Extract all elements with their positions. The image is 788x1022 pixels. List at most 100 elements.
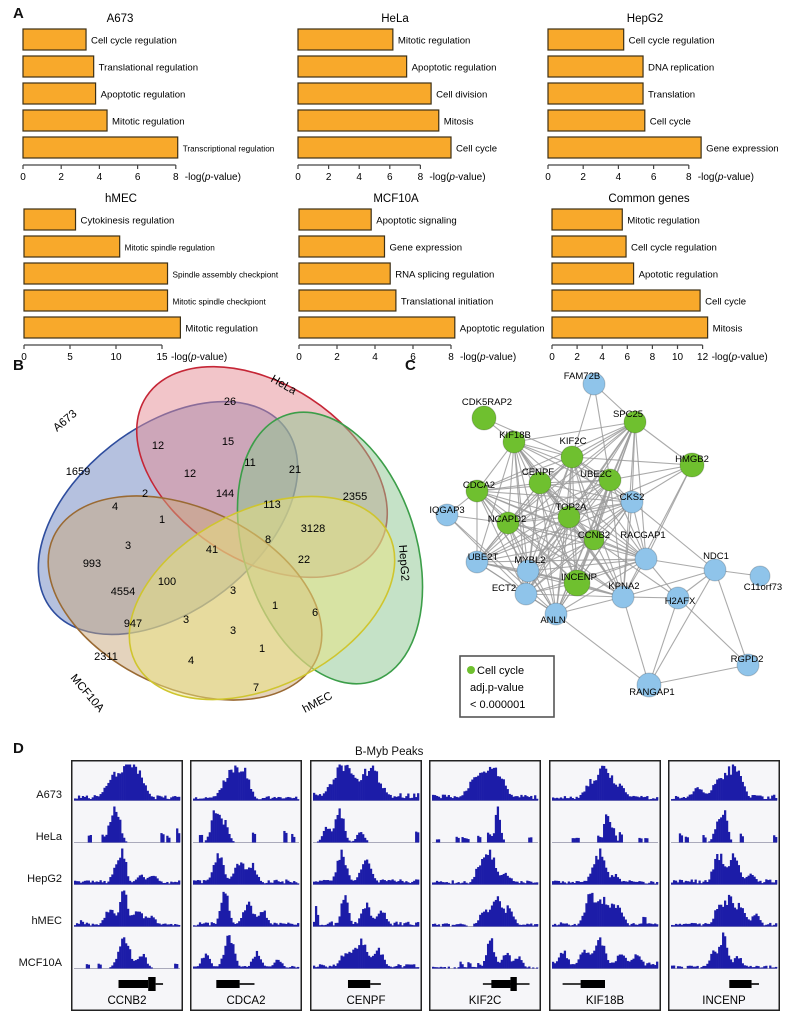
x-axis-label: -log(p-value): [460, 352, 516, 363]
network-node-c11orf73: [749, 565, 771, 587]
gene-track-box-kif18b: KIF18B: [548, 760, 661, 1011]
peak-profile: [671, 764, 778, 801]
bar: [297, 109, 440, 132]
gene-name-label: CENPF: [346, 995, 385, 1007]
network-node-label: TOP2A: [556, 502, 588, 513]
network-node-label: CDK5RAP2: [462, 397, 512, 408]
gene-body-bar: [729, 980, 752, 988]
panel-label-c: C: [405, 357, 416, 374]
bar: [22, 136, 179, 159]
gene-name-label: CCNB2: [108, 995, 147, 1007]
peak-profile: [551, 765, 658, 801]
peak-profile: [678, 810, 778, 843]
bar-label: Cell cycle: [705, 297, 746, 308]
network-node-cks2: [620, 490, 644, 514]
venn-count: 8: [265, 534, 271, 546]
venn-count: 1: [259, 643, 265, 655]
gene-name-label: INCENP: [702, 995, 746, 1007]
network-node-label: CDCA2: [463, 480, 495, 491]
peak-profile: [85, 937, 179, 969]
network-node-label: CCNB2: [578, 530, 610, 541]
bar: [297, 55, 408, 78]
bar-label: Apoptotic regulation: [101, 90, 186, 101]
peak-profile: [316, 808, 420, 843]
network-node-label: RGPD2: [731, 654, 764, 665]
bar-chart-hela: HeLa Mitotic regulation Apoptotic regulati…: [275, 8, 537, 184]
bar-label: Mitotic regulation: [398, 36, 471, 47]
network-node-label: CENPF: [522, 467, 554, 478]
tick-label: 0: [296, 352, 302, 363]
chart-title: HeLa: [381, 13, 409, 25]
network-node-label: MYBL2: [514, 555, 545, 566]
peak-profile: [551, 848, 658, 885]
bar: [551, 289, 701, 312]
tick-label: 15: [156, 352, 168, 363]
bar-label: Cell cycle: [650, 117, 691, 128]
gene-name-label: KIF18B: [585, 995, 624, 1007]
network-node-label: KIF2C: [560, 436, 587, 447]
venn-count: 41: [206, 544, 218, 556]
peak-profile: [432, 938, 539, 969]
bar-label: Mitotic regulation: [185, 324, 258, 335]
network-node-rgpd2: [736, 653, 760, 677]
network-node-label: IQGAP3: [429, 505, 464, 516]
venn-count: 4: [188, 655, 194, 667]
gene-track-box-ccnb2: CCNB2: [71, 760, 183, 1011]
peak-profile: [312, 764, 420, 801]
peak-profile: [551, 892, 658, 927]
peak-profile: [671, 932, 778, 969]
bar-label: Cell cycle regulation: [629, 36, 715, 47]
bar: [23, 208, 77, 231]
bar: [298, 262, 391, 285]
peak-profile: [74, 848, 181, 885]
venn-count: 3: [230, 625, 236, 637]
peak-profile: [312, 895, 420, 927]
network-node-anln: [544, 602, 568, 626]
venn-count: 100: [158, 576, 176, 588]
peak-profile: [436, 806, 533, 843]
network-node-cdca2: [465, 479, 489, 503]
venn-count: 1659: [66, 466, 90, 478]
network-node-hmgb2: [679, 452, 705, 478]
network-node-ndc1: [703, 558, 727, 582]
bar: [23, 316, 181, 339]
bar-label: Apoptotic regulation: [412, 63, 497, 74]
venn-count: 1: [272, 600, 278, 612]
network-node-ube2t: [465, 550, 489, 574]
tick-label: 4: [599, 352, 605, 363]
venn-count: 947: [124, 618, 142, 630]
track-row-label-hela: HeLa: [35, 831, 62, 843]
venn-count: 113: [263, 499, 281, 511]
network-node-kpna2: [611, 585, 635, 609]
chart-title: MCF10A: [373, 193, 419, 205]
bar-chart-hepg2: HepG2 Cell cycle regulation DNA replicatio…: [525, 8, 787, 184]
tick-label: 0: [549, 352, 555, 363]
venn-count: 3128: [301, 523, 325, 535]
tick-label: 4: [356, 172, 362, 183]
chart-title: hMEC: [105, 193, 137, 205]
network-node-racgap1: [634, 547, 658, 571]
venn-count: 2355: [343, 491, 367, 503]
gene-body-bar: [347, 980, 371, 988]
gene-name-label: CDCA2: [227, 995, 266, 1007]
bar-label: Cytokinesis regulation: [81, 216, 175, 227]
venn-count: 21: [289, 464, 301, 476]
chipseq-tracks: B-Myb Peaks A673 HeLa HepG2 hMEC MCF10A CCNB2 C…: [0, 738, 788, 1022]
tick-label: 5: [67, 352, 73, 363]
gene-track-box-kif2c: KIF2C: [429, 760, 542, 1011]
network-node-kif2c: [560, 445, 584, 469]
track-row-label-hmec: hMEC: [31, 915, 62, 927]
bar-label: DNA replication: [648, 63, 714, 74]
venn-set-label: MCF10A: [68, 672, 107, 715]
bar-label: Mitotic regulation: [627, 216, 700, 227]
peak-profile: [671, 853, 778, 885]
bar-label: Translational initiation: [401, 297, 493, 308]
peak-profile: [312, 938, 420, 969]
network-node-label: CKS2: [620, 492, 645, 503]
network-node-label: RACGAP1: [620, 530, 665, 541]
track-row-label-a673: A673: [36, 789, 62, 801]
venn-count: 144: [216, 488, 234, 500]
network-node-ccnb2: [583, 529, 605, 551]
network-node-label: C11orf73: [744, 582, 782, 593]
peak-profile: [193, 935, 300, 969]
